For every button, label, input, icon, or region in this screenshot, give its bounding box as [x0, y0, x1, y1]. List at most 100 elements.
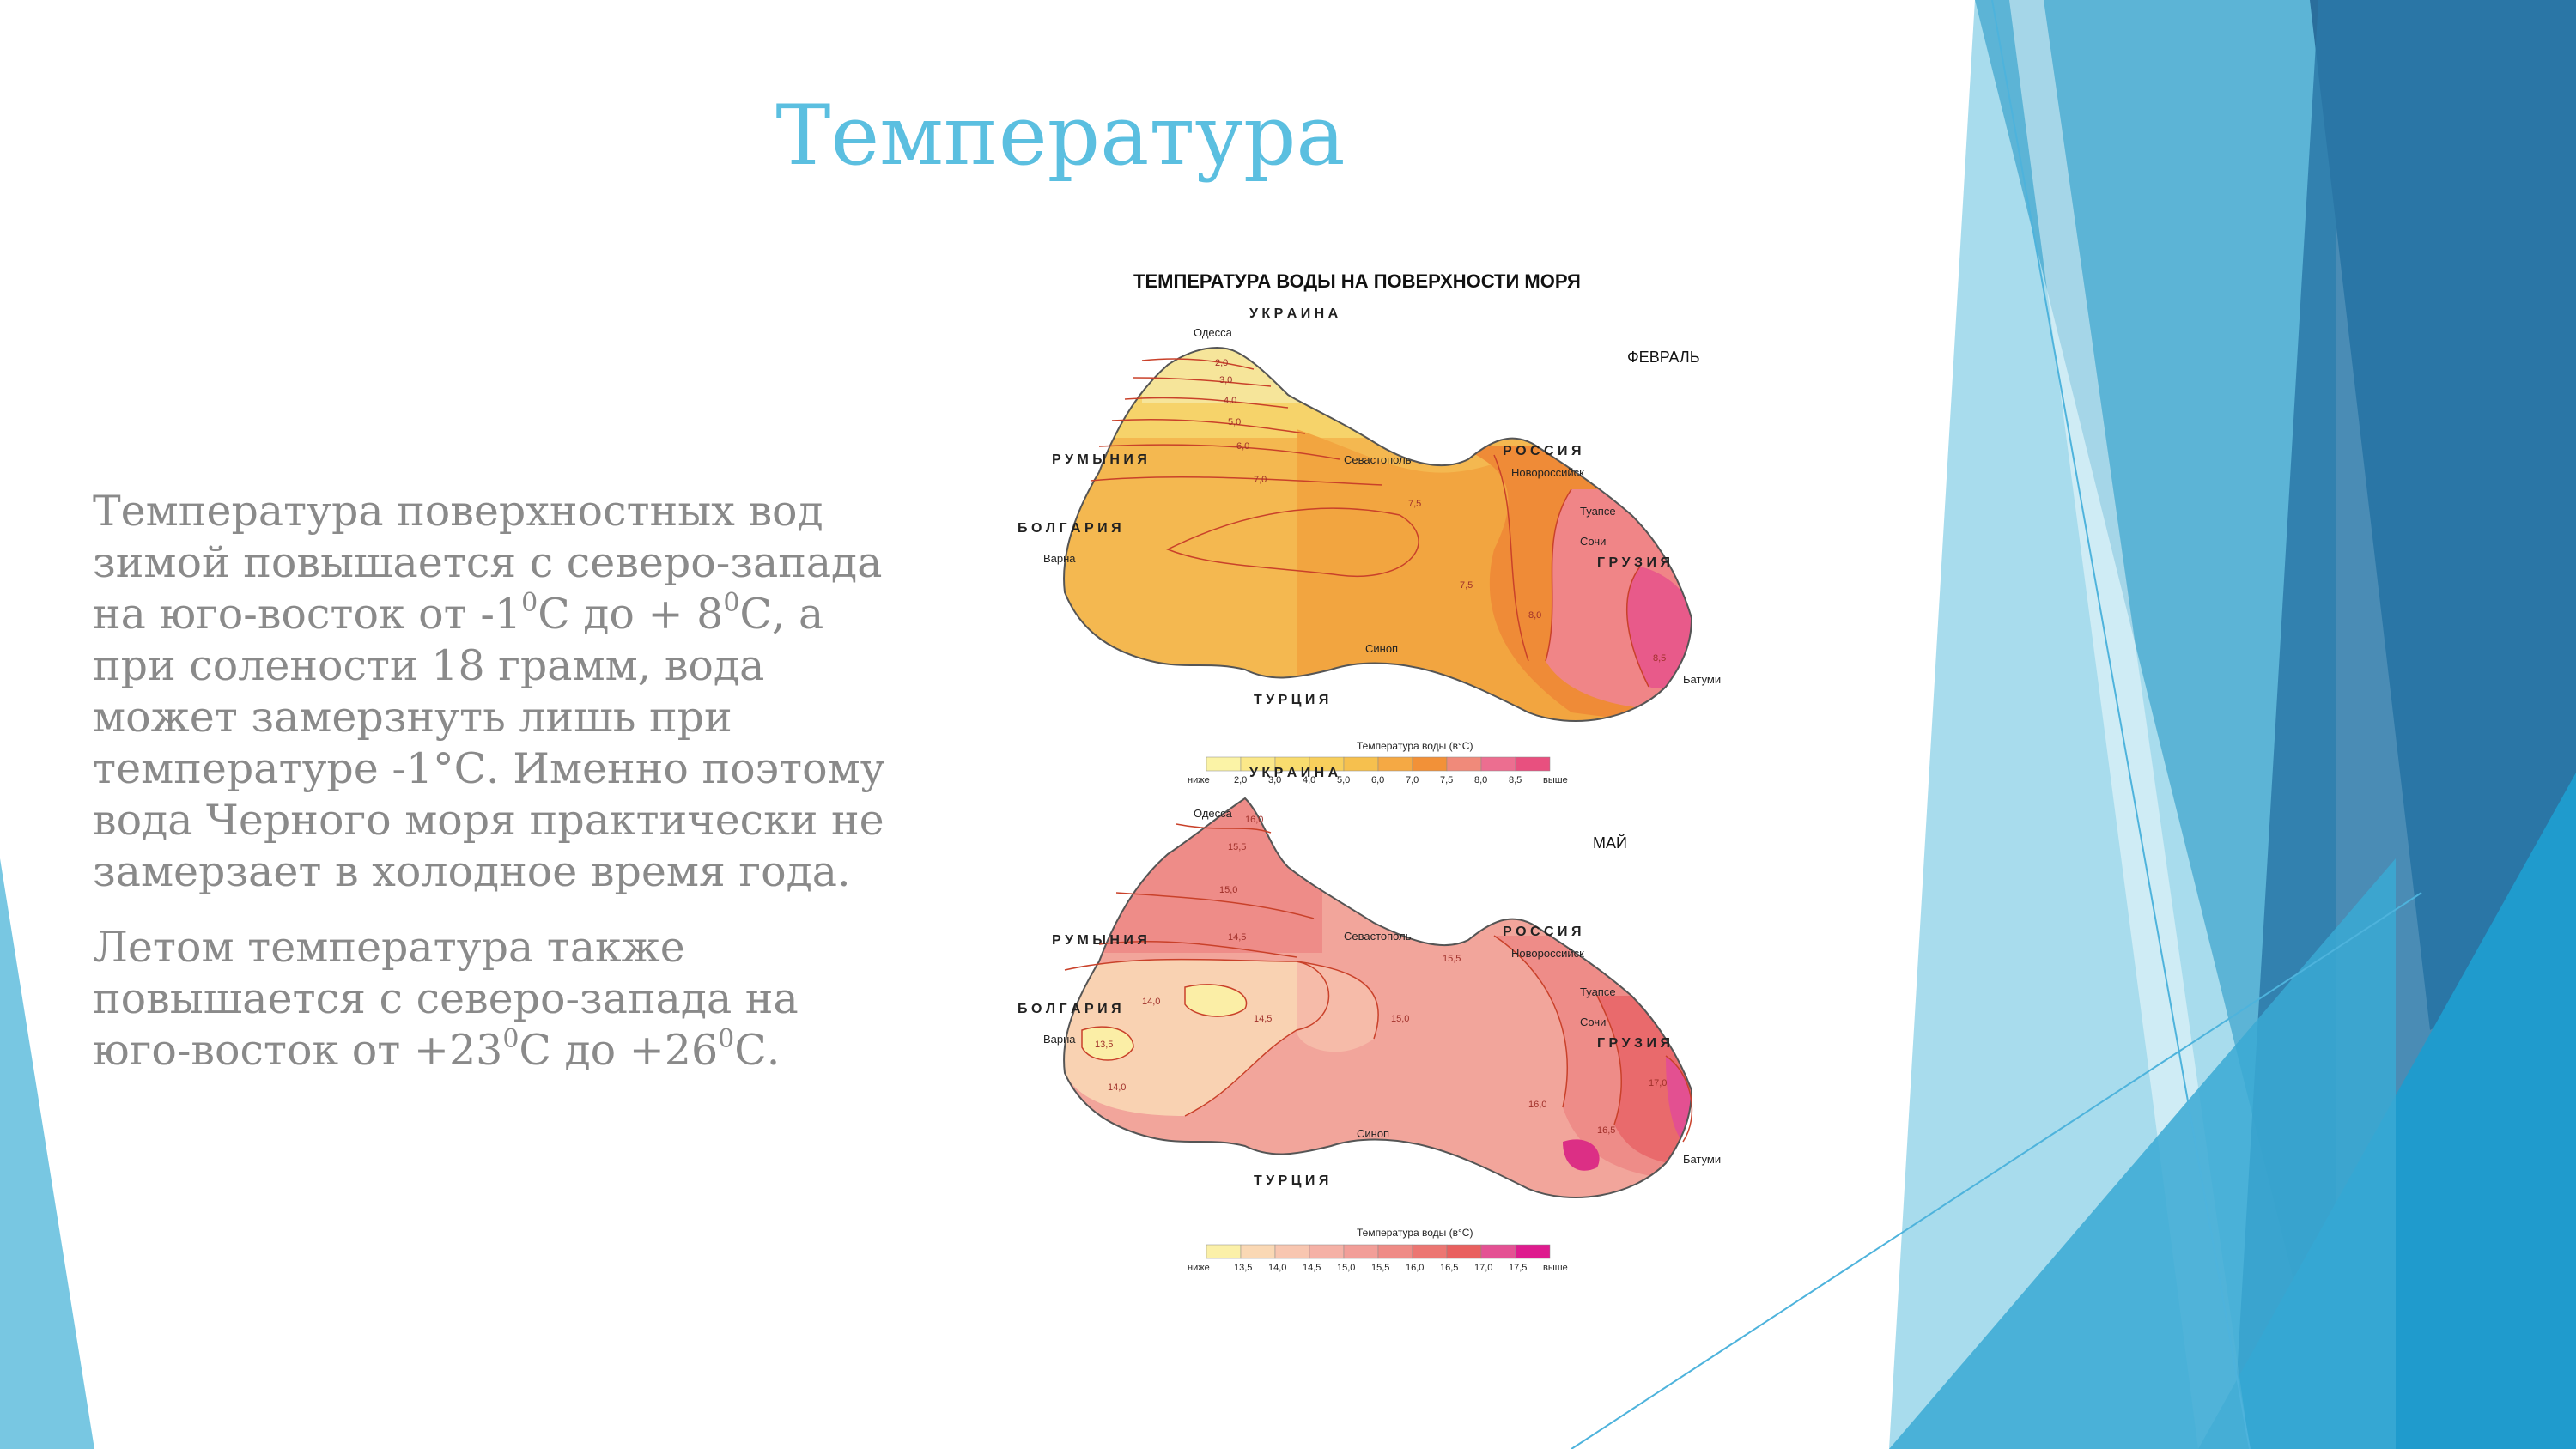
- region-fill: [1297, 961, 1379, 1052]
- country-label-georgia: Г Р У З И Я: [1597, 555, 1670, 570]
- country-labels: У К Р А И Н А Р О С С И Я Г Р У З И Я Т …: [1018, 766, 1670, 1188]
- region-fill: [1185, 984, 1247, 1017]
- isotherm-label: 6,0: [1236, 441, 1249, 452]
- left-edge-shape: [0, 858, 94, 1449]
- isotherm-label: 15,5: [1443, 954, 1461, 964]
- figure-heading: ТЕМПЕРАТУРА ВОДЫ НА ПОВЕРХНОСТИ МОРЯ: [1133, 270, 1581, 292]
- legend-tick-label: 17,0: [1474, 1263, 1492, 1273]
- legend-swatch: [1206, 1244, 1242, 1259]
- isotherm-label: 16,0: [1528, 1100, 1546, 1110]
- legend-february: ниже 2,0 3,0 4,0 5,0 6,0 7,0 7,5 8,0 8,5 выше: [1188, 756, 1568, 785]
- isotherm-label: 15,0: [1219, 885, 1237, 895]
- legend-swatch: [1274, 1244, 1310, 1259]
- legend-tick-label: 6,0: [1371, 775, 1384, 785]
- legend-tick-label: 7,5: [1440, 775, 1453, 785]
- legend-swatch: [1412, 1244, 1448, 1259]
- isotherm-label: 4,0: [1224, 396, 1236, 406]
- place-label-sevastopol: Севастополь: [1344, 453, 1412, 466]
- country-label-russia: Р О С С И Я: [1503, 444, 1581, 458]
- text-line: Летом температура также: [93, 923, 685, 972]
- isotherm-labels: 16,0 15,5 15,0 14,5 14,0 13,5 14,0 14,5 …: [1095, 815, 1667, 1136]
- country-label-ukraine: У К Р А И Н А: [1249, 306, 1339, 321]
- legend-swatch: [1309, 1244, 1345, 1259]
- temperature-maps-figure: ТЕМПЕРАТУРА ВОДЫ НА ПОВЕРХНОСТИ МОРЯ ФЕВ…: [1018, 270, 1721, 1273]
- isotherm-label: 15,5: [1228, 842, 1246, 852]
- legend-tick-label: 2,0: [1234, 775, 1247, 785]
- legend-tick-label: выше: [1543, 1263, 1568, 1273]
- isotherms: [1090, 358, 1649, 688]
- isotherm-labels: 2,0 3,0 4,0 5,0 6,0 7,0 7,5 7,5 8,0 8,5: [1215, 358, 1666, 664]
- text-line: С.: [734, 1026, 781, 1075]
- text-line: юго-восток от +23: [93, 1026, 503, 1075]
- text-line: С до +26: [519, 1026, 719, 1075]
- legend-tick-label: 15,5: [1371, 1263, 1389, 1273]
- isotherm-label: 13,5: [1095, 1040, 1113, 1050]
- place-label-tuapse: Туапсе: [1580, 985, 1616, 998]
- region-fill: [1064, 348, 1692, 438]
- text-line: может замерзнуть лишь при: [93, 693, 732, 742]
- isotherm-label: 8,0: [1528, 610, 1541, 621]
- isotherm-label: 16,5: [1597, 1125, 1615, 1136]
- isotherm-label: 15,0: [1391, 1014, 1409, 1024]
- slide-title: Температура: [775, 88, 1346, 184]
- text-line: С, а: [739, 590, 824, 639]
- legend-swatch: [1446, 756, 1482, 772]
- coastline: [1063, 347, 1693, 722]
- isotherm-label: 14,0: [1108, 1082, 1126, 1093]
- legend-tick-label: 17,5: [1509, 1263, 1527, 1273]
- superscript: 0: [502, 1024, 519, 1054]
- legend-may: ниже 13,5 14,0 14,5 15,0 15,5 16,0 16,5 17,0 17,5…: [1188, 1244, 1568, 1273]
- text-line: вода Черного моря практически не: [93, 796, 884, 845]
- legend-swatch: [1412, 756, 1448, 772]
- country-label-turkey: Т У Р Ц И Я: [1254, 693, 1328, 707]
- superscript: 0: [718, 1024, 735, 1054]
- legend-tick-label: ниже: [1188, 1263, 1210, 1273]
- map-may: МАЙ: [1018, 766, 1721, 1273]
- text-line: замерзает в холодное время года.: [93, 847, 851, 896]
- place-label-sinop: Синоп: [1365, 642, 1398, 655]
- thin-line-2: [1571, 892, 2422, 1449]
- legend-tick-label: 7,0: [1406, 775, 1419, 785]
- isotherm-label: 16,0: [1245, 815, 1263, 825]
- legend-swatch: [1343, 1244, 1379, 1259]
- isotherm-label: 5,0: [1228, 417, 1241, 427]
- lower-lightblue-triangle: [1889, 858, 2396, 1449]
- superscript: 0: [723, 588, 740, 618]
- legend-tick-label: 16,0: [1406, 1263, 1424, 1273]
- paragraph-winter: Температура поверхностных вод зимой повы…: [93, 486, 951, 898]
- region-fill: [1064, 798, 1322, 953]
- place-label-tuapse: Туапсе: [1580, 505, 1616, 518]
- country-label-turkey: Т У Р Ц И Я: [1254, 1173, 1328, 1188]
- place-label-odessa: Одесса: [1194, 326, 1233, 339]
- country-label-romania: Р У М Ы Н И Я: [1052, 452, 1147, 467]
- season-label-february: ФЕВРАЛЬ: [1627, 349, 1700, 366]
- country-label-bulgaria: Б О Л Г А Р И Я: [1018, 1002, 1121, 1016]
- legend-tick-label: 5,0: [1337, 775, 1350, 785]
- isotherms: [1064, 823, 1693, 1143]
- legend-tick-label: 14,0: [1268, 1263, 1286, 1273]
- legend-swatch: [1206, 756, 1242, 772]
- place-label-sochi: Сочи: [1580, 1016, 1606, 1028]
- country-labels: У К Р А И Н А Р О С С И Я Г Р У З И Я Т …: [1018, 306, 1670, 707]
- place-label-odessa: Одесса: [1194, 807, 1233, 820]
- region-fill: [1563, 1139, 1600, 1171]
- map-february: ФЕВРАЛЬ 2,0: [1018, 306, 1721, 785]
- place-label-sinop: Синоп: [1357, 1127, 1389, 1140]
- isotherm-label: 14,5: [1254, 1014, 1272, 1024]
- legend-swatch: [1377, 1244, 1413, 1259]
- legend-swatch: [1480, 1244, 1516, 1259]
- isotherm-label: 17,0: [1649, 1078, 1667, 1088]
- legend-tick-label: 13,5: [1234, 1263, 1252, 1273]
- isotherm-label: 14,5: [1228, 932, 1246, 943]
- legend-tick-label: 14,5: [1303, 1263, 1321, 1273]
- region-fill: [1082, 1027, 1133, 1060]
- season-label-may: МАЙ: [1593, 834, 1627, 852]
- text-line: С до + 8: [538, 590, 724, 639]
- legend-tick-label: 8,5: [1509, 775, 1522, 785]
- legend-tick-label: 15,0: [1337, 1263, 1355, 1273]
- isotherm-label: 8,5: [1653, 653, 1666, 664]
- text-line: зимой повышается с северо-запада: [93, 538, 883, 587]
- country-label-georgia: Г Р У З И Я: [1597, 1036, 1670, 1051]
- region-fill: [1065, 959, 1329, 1116]
